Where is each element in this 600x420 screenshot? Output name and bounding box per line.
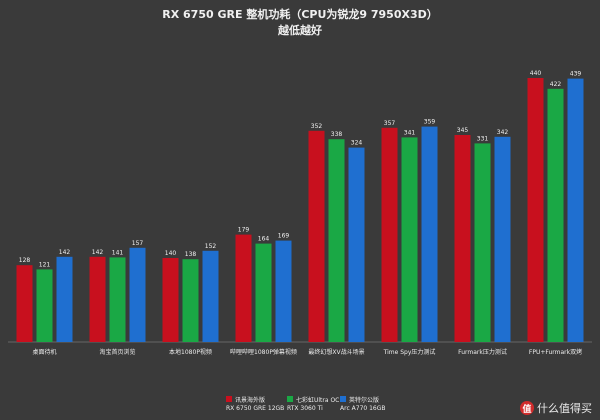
bar-4-0: [308, 130, 325, 342]
data-label-6-2: 342: [497, 129, 509, 136]
legend-swatch-2: [340, 396, 346, 402]
data-label-5-1: 341: [404, 129, 416, 136]
legend-item-0: 讯景海外版 RX 6750 GRE 12GB: [226, 395, 286, 412]
data-label-0-2: 142: [59, 249, 71, 256]
data-label-2-1: 138: [185, 251, 197, 258]
data-label-2-0: 140: [165, 250, 177, 257]
legend-swatch-1: [287, 396, 293, 402]
data-label-2-2: 152: [205, 243, 217, 250]
data-label-7-0: 440: [530, 70, 542, 77]
bar-1-0: [89, 256, 106, 342]
data-label-4-2: 324: [351, 140, 363, 147]
bar-3-1: [255, 243, 272, 342]
bar-5-2: [421, 126, 438, 342]
bar-3-2: [275, 240, 292, 342]
bar-1-1: [109, 257, 126, 342]
legend-label-1: 七彩虹Ultra OC: [296, 396, 340, 404]
bar-2-0: [162, 258, 179, 342]
x-tick-label-4: 最终幻想XV战斗场景: [308, 348, 364, 356]
data-label-7-1: 422: [550, 81, 562, 88]
data-label-0-0: 128: [19, 257, 31, 264]
data-label-1-0: 142: [92, 249, 104, 256]
legend-sub-1: RTX 3060 Ti: [287, 405, 323, 412]
bar-0-2: [56, 256, 73, 342]
x-tick-label-6: Furmark压力测试: [458, 348, 507, 356]
watermark-text: 什么值得买: [537, 402, 592, 415]
data-label-3-2: 169: [278, 233, 290, 240]
data-label-0-1: 121: [39, 261, 51, 268]
bar-7-0: [527, 78, 544, 342]
bar-7-1: [547, 88, 564, 342]
bar-5-1: [401, 137, 418, 342]
bar-1-2: [129, 247, 146, 342]
data-label-7-2: 439: [570, 71, 582, 78]
chart-title: RX 6750 GRE 整机功耗（CPU为锐龙9 7950X3D）: [162, 8, 438, 21]
data-label-1-2: 157: [132, 240, 144, 247]
data-label-5-0: 357: [384, 120, 396, 127]
bar-6-0: [454, 135, 471, 342]
bar-0-1: [36, 269, 53, 342]
chart-subtitle: 越低越好: [278, 24, 322, 37]
x-tick-label-0: 桌面待机: [32, 348, 56, 356]
data-label-4-0: 352: [311, 123, 323, 130]
x-tick-label-7: FPU+Furmark双烤: [529, 348, 582, 356]
data-label-6-1: 331: [477, 135, 489, 142]
bar-6-1: [474, 143, 491, 342]
data-label-4-1: 338: [331, 131, 343, 138]
bar-2-1: [182, 259, 199, 342]
bar-2-2: [202, 250, 219, 342]
data-label-6-0: 345: [457, 127, 469, 134]
bar-5-0: [381, 127, 398, 342]
data-label-3-1: 164: [258, 236, 270, 243]
legend-item-2: 英特尔公版 Arc A770 16GB: [340, 395, 400, 412]
data-label-3-0: 179: [238, 227, 250, 234]
data-label-1-1: 141: [112, 249, 124, 256]
watermark-logo-icon: 值: [520, 401, 534, 415]
legend-label-0: 讯景海外版: [235, 396, 266, 404]
x-tick-label-1: 淘宝首页浏览: [99, 348, 135, 356]
data-label-5-2: 359: [424, 119, 436, 126]
watermark: 值 什么值得买: [520, 400, 592, 416]
bar-4-1: [328, 139, 345, 342]
x-tick-label-2: 本地1080P视频: [169, 348, 212, 356]
legend-sub-2: Arc A770 16GB: [340, 405, 386, 412]
legend-sub-0: RX 6750 GRE 12GB: [226, 405, 285, 412]
x-tick-label-3: 哔哩哔哩1080P弹幕视频: [230, 348, 297, 356]
legend-swatch-0: [226, 396, 232, 402]
legend-item-1: 七彩虹Ultra OC RTX 3060 Ti: [287, 395, 347, 412]
bar-0-0: [16, 265, 33, 342]
bar-4-2: [348, 147, 365, 342]
x-tick-label-5: Time Spy压力测试: [383, 348, 436, 356]
legend-label-2: 英特尔公版: [349, 396, 380, 404]
bar-7-2: [567, 78, 584, 342]
bar-6-2: [494, 136, 511, 342]
bar-3-0: [235, 234, 252, 342]
